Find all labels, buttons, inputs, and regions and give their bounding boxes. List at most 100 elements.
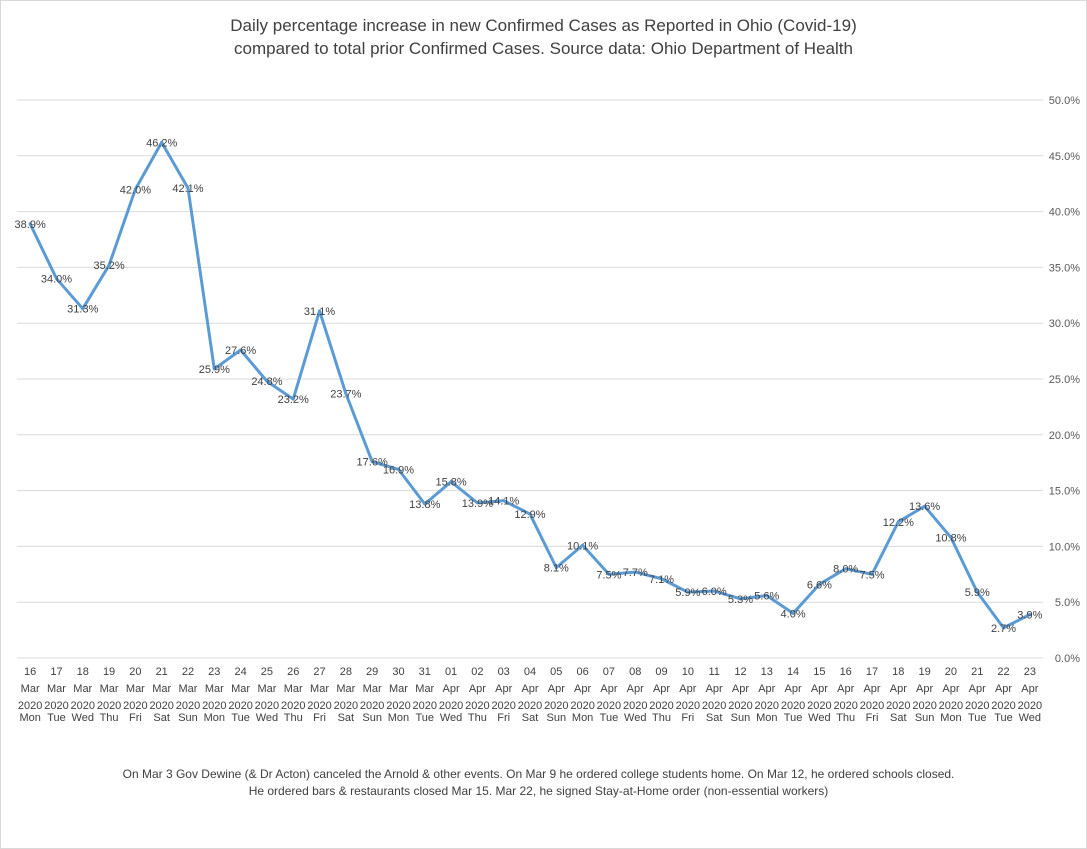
x-tick-month: Mar: [126, 683, 145, 695]
data-point: [475, 501, 479, 505]
x-tick-day: 24: [234, 666, 246, 678]
data-point: [107, 263, 111, 267]
x-tick-day: 16: [24, 666, 36, 678]
x-tick-year: 2020: [491, 700, 515, 712]
x-tick-month: Apr: [495, 683, 512, 695]
x-tick-day: 23: [208, 666, 220, 678]
data-point: [239, 348, 243, 352]
x-tick-day: 26: [287, 666, 299, 678]
data-label: 23.7%: [330, 389, 361, 401]
data-label: 35.2%: [93, 260, 124, 272]
x-tick-day: 21: [156, 666, 168, 678]
x-tick-day: 07: [603, 666, 615, 678]
x-tick-month: Apr: [521, 683, 538, 695]
data-point: [949, 535, 953, 539]
x-tick-month: Apr: [706, 683, 723, 695]
x-tick-day: 31: [419, 666, 431, 678]
data-label: 27.6%: [225, 345, 256, 357]
x-tick-month: Apr: [916, 683, 933, 695]
x-tick-year: 2020: [18, 700, 42, 712]
x-tick-day: 08: [629, 666, 641, 678]
data-label: 23.2%: [278, 394, 309, 406]
x-tick-year: 2020: [728, 700, 752, 712]
x-tick-year: 2020: [149, 700, 173, 712]
data-label: 4.0%: [781, 608, 806, 620]
data-labels: 38.9% 34.0% 31.3% 35.2% 42.0% 46.2% 42.1% 25.9%…: [15, 137, 1043, 634]
data-point: [370, 460, 374, 464]
x-tick-day: 19: [103, 666, 115, 678]
footnote: On Mar 3 Gov Dewine (& Dr Acton) cancele…: [0, 766, 1077, 800]
x-tick-weekday: Sat: [522, 712, 539, 724]
chart-title-line-2: compared to total prior Confirmed Cases.…: [234, 39, 853, 58]
x-tick-year: 2020: [360, 700, 384, 712]
x-tick-weekday: Tue: [415, 712, 434, 724]
data-label: 5.6%: [754, 591, 779, 603]
x-tick-month: Mar: [284, 683, 303, 695]
x-tick-year: 2020: [44, 700, 68, 712]
x-tick-weekday: Sat: [338, 712, 355, 724]
x-tick-day: 29: [366, 666, 378, 678]
x-tick-year: 2020: [702, 700, 726, 712]
x-tick-weekday: Sat: [890, 712, 907, 724]
x-tick-day: 04: [524, 666, 536, 678]
x-tick-day: 03: [498, 666, 510, 678]
data-label: 42.1%: [172, 183, 203, 195]
data-point: [528, 512, 532, 516]
x-tick-day: 18: [892, 666, 904, 678]
x-tick-weekday: Thu: [100, 712, 119, 724]
data-point: [212, 367, 216, 371]
x-tick-weekday: Wed: [808, 712, 830, 724]
data-label: 5.9%: [965, 587, 990, 599]
x-tick-year: 2020: [439, 700, 463, 712]
data-point: [1002, 626, 1006, 630]
data-label: 6.0%: [702, 586, 727, 598]
y-tick-label: 40.0%: [1049, 207, 1080, 219]
data-point: [686, 590, 690, 594]
x-tick-weekday: Thu: [836, 712, 855, 724]
data-label: 15.8%: [435, 477, 466, 489]
x-tick-day: 16: [840, 666, 852, 678]
x-tick-month: Apr: [1021, 683, 1038, 695]
chart-title-line-1: Daily percentage increase in new Confirm…: [230, 16, 857, 35]
x-tick-month: Mar: [415, 683, 434, 695]
x-tick-year: 2020: [1018, 700, 1042, 712]
x-tick-month: Apr: [627, 683, 644, 695]
x-tick-day: 22: [997, 666, 1009, 678]
x-tick-weekday: Sat: [153, 712, 170, 724]
y-tick-label: 30.0%: [1049, 318, 1080, 330]
x-tick-day: 22: [182, 666, 194, 678]
x-tick-year: 2020: [912, 700, 936, 712]
data-label: 46.2%: [146, 137, 177, 149]
x-tick-weekday: Tue: [47, 712, 66, 724]
x-tick-weekday: Tue: [994, 712, 1013, 724]
x-tick-year: 2020: [833, 700, 857, 712]
x-tick-year: 2020: [176, 700, 200, 712]
x-tick-weekday: Wed: [256, 712, 278, 724]
x-tick-month: Apr: [653, 683, 670, 695]
data-label: 13.9%: [462, 498, 493, 510]
x-tick-month: Apr: [837, 683, 854, 695]
data-label: 13.8%: [409, 499, 440, 511]
data-label: 34.0%: [41, 274, 72, 286]
x-tick-day: 10: [682, 666, 694, 678]
data-point: [870, 572, 874, 576]
data-label: 13.6%: [909, 501, 940, 513]
x-tick-weekday: Wed: [440, 712, 462, 724]
data-label: 8.1%: [544, 563, 569, 575]
x-tick-day: 15: [813, 666, 825, 678]
x-tick-month: Apr: [469, 683, 486, 695]
x-tick-month: Mar: [257, 683, 276, 695]
y-tick-label: 50.0%: [1049, 95, 1080, 107]
data-label: 7.5%: [859, 569, 884, 581]
